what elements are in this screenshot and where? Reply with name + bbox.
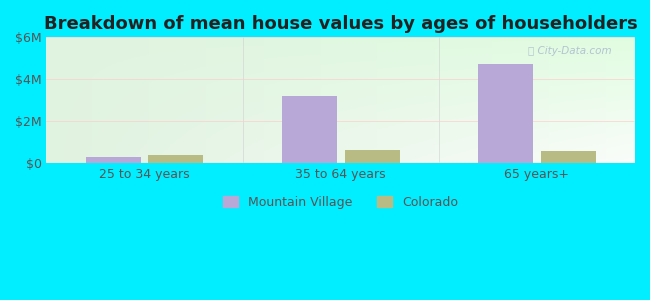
Legend: Mountain Village, Colorado: Mountain Village, Colorado xyxy=(218,191,463,214)
Bar xyxy=(541,151,596,163)
Title: Breakdown of mean house values by ages of householders: Breakdown of mean house values by ages o… xyxy=(44,15,638,33)
Bar xyxy=(148,155,203,163)
Bar xyxy=(282,96,337,163)
Bar xyxy=(148,155,203,163)
Bar xyxy=(86,157,140,163)
Bar xyxy=(282,96,337,163)
Bar xyxy=(344,150,400,163)
Text: ⓘ City-Data.com: ⓘ City-Data.com xyxy=(528,46,612,56)
Bar xyxy=(541,151,596,163)
Bar xyxy=(478,64,533,163)
Bar xyxy=(344,150,400,163)
Bar xyxy=(86,157,140,163)
Bar xyxy=(478,64,533,163)
